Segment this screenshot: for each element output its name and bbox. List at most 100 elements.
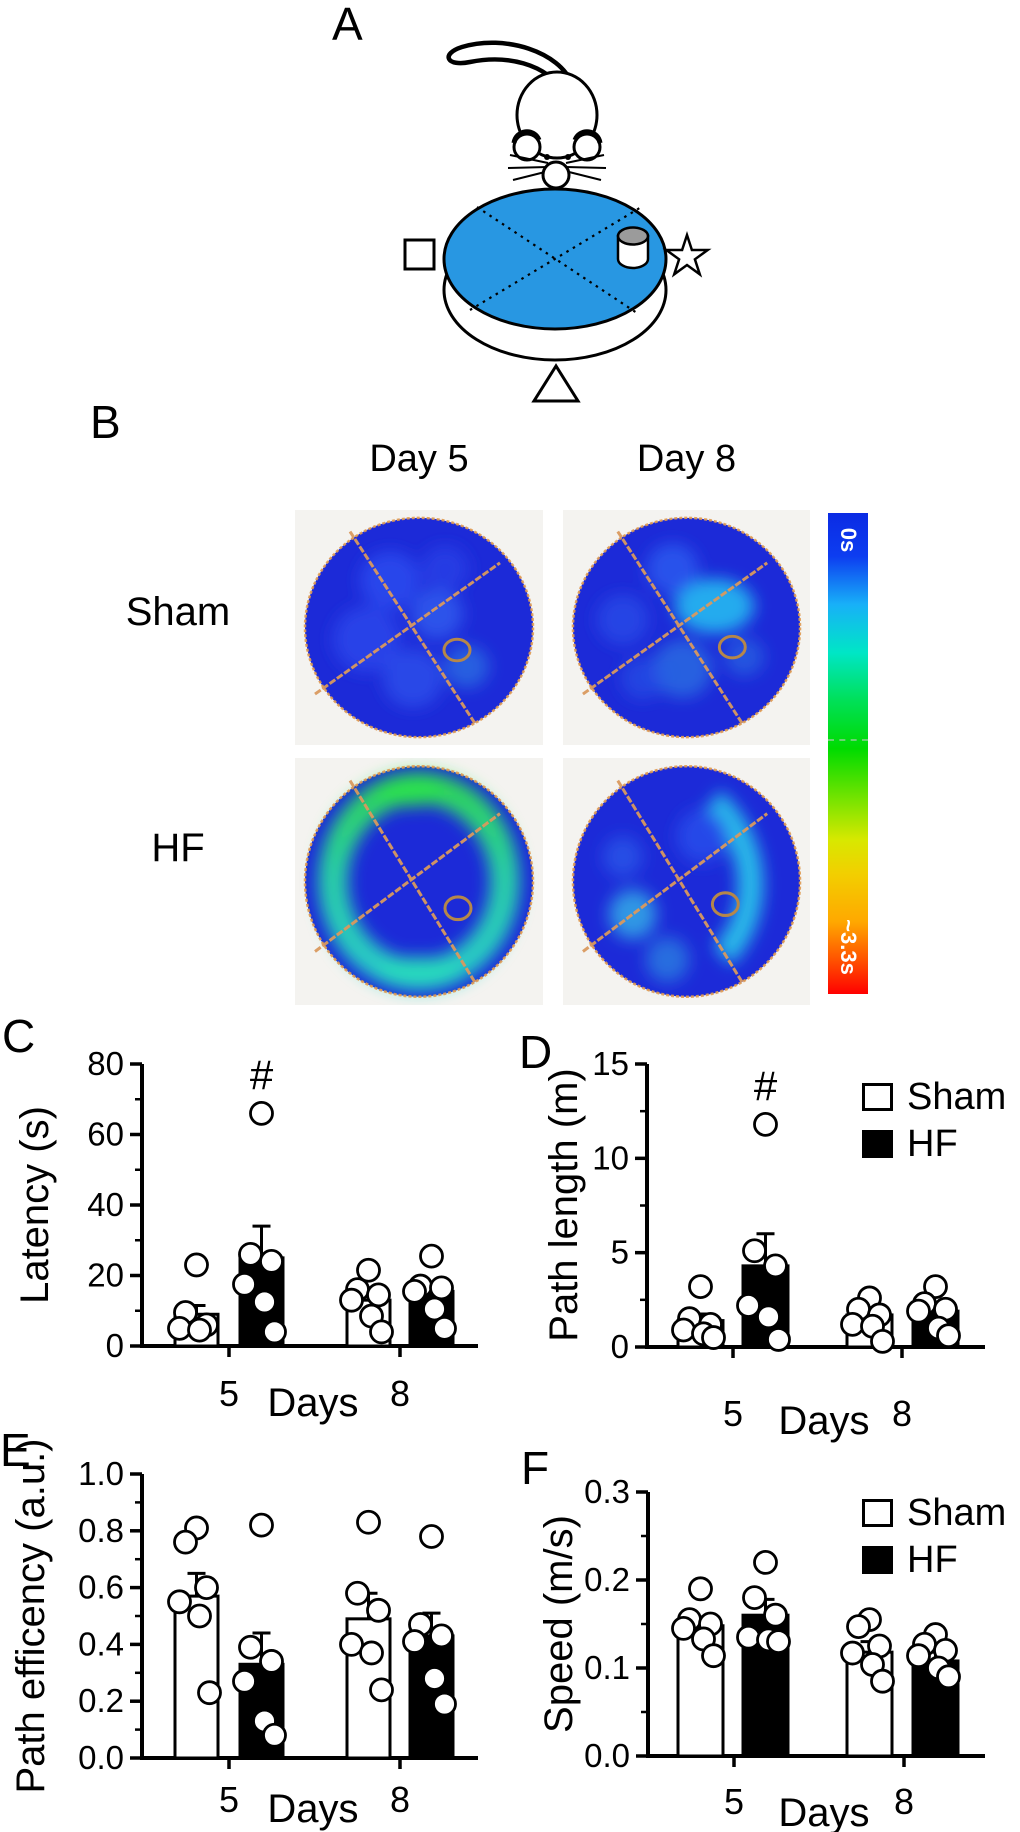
sham-swatch-icon <box>862 1499 893 1527</box>
significance-marker: # <box>250 1051 274 1098</box>
data-point <box>252 1289 277 1315</box>
sham-swatch-icon <box>862 1083 893 1111</box>
x-category-label: 5 <box>219 1373 239 1414</box>
chart-panel-f: 0.0 0.1 0.2 0.3 5 8 Days Speed (m/s) <box>537 1473 985 1832</box>
y-axis-title: Speed (m/s) <box>537 1515 581 1733</box>
y-tick-label: 10 <box>592 1139 629 1176</box>
y-tick-label: 15 <box>592 1045 629 1082</box>
data-point <box>742 1238 767 1264</box>
x-category-label: 8 <box>390 1779 410 1820</box>
y-axis-title: Path efficency (a.u.) <box>9 1439 53 1794</box>
data-point <box>356 1509 381 1535</box>
data-point <box>763 1602 788 1628</box>
significance-marker: # <box>754 1062 778 1109</box>
data-point <box>936 1323 961 1349</box>
data-point <box>356 1257 381 1283</box>
x-category-label: 5 <box>723 1393 743 1434</box>
data-point <box>429 1623 454 1649</box>
x-category-label: 5 <box>724 1781 744 1822</box>
data-point <box>262 1722 287 1748</box>
legend-label: HF <box>907 1539 958 1581</box>
platform-icon <box>616 226 650 270</box>
data-point <box>671 1317 696 1343</box>
y-axis-title: Path length (m) <box>542 1068 586 1341</box>
chart-panel-c: 0 20 40 60 80 5 8 Days Latency (s) # <box>13 1045 478 1425</box>
data-point <box>339 1287 364 1313</box>
triangle-cue-icon <box>531 363 581 403</box>
data-point <box>184 1252 209 1278</box>
y-tick-label: 0.4 <box>78 1625 124 1662</box>
data-point <box>766 1629 791 1654</box>
row-label-hf: HF <box>151 826 205 870</box>
data-point <box>369 1319 394 1345</box>
data-point <box>262 1319 287 1345</box>
data-point <box>402 1278 427 1304</box>
y-tick-label: 0.1 <box>584 1649 630 1686</box>
data-point <box>432 1691 457 1717</box>
data-point <box>701 1643 726 1669</box>
heatmap-sham-day5 <box>295 510 543 745</box>
y-tick-label: 1.0 <box>78 1455 124 1492</box>
data-point <box>366 1597 391 1623</box>
data-point <box>870 1668 895 1694</box>
heatmap-hf-day5 <box>295 758 543 1005</box>
legend-panel-d: Sham HF <box>862 1078 1006 1163</box>
quadrant-lines <box>469 205 644 314</box>
y-tick-label: 0 <box>611 1328 629 1365</box>
data-point <box>359 1640 384 1666</box>
panel-c-label: C <box>2 1010 36 1062</box>
data-point <box>429 1275 454 1301</box>
chart-panel-d: 0 5 10 15 5 8 Days Path length (m) # <box>542 1045 985 1443</box>
data-point <box>763 1253 788 1279</box>
legend-label: HF <box>907 1123 958 1165</box>
data-point <box>249 1100 274 1126</box>
data-point <box>197 1680 222 1706</box>
legend-item-hf: HF <box>862 1541 1006 1579</box>
legend-panel-f: Sham HF <box>862 1494 1006 1579</box>
data-point <box>906 1298 931 1324</box>
data-point <box>232 1668 257 1694</box>
y-tick-label: 20 <box>87 1257 124 1294</box>
legend-item-sham: Sham <box>862 1078 1006 1116</box>
data-point <box>753 1550 778 1575</box>
data-point <box>840 1311 865 1337</box>
data-point <box>846 1614 871 1640</box>
data-point <box>736 1624 761 1650</box>
x-axis-title: Days <box>267 1787 358 1831</box>
star-cue-icon <box>662 230 712 278</box>
data-point <box>419 1243 444 1269</box>
colorbar-mid-mark <box>828 739 868 742</box>
data-point <box>422 1296 447 1322</box>
y-tick-label: 0.3 <box>584 1473 630 1510</box>
pool <box>442 187 668 362</box>
data-point <box>840 1640 865 1666</box>
data-point <box>194 1575 219 1600</box>
legend-item-sham: Sham <box>862 1494 1006 1532</box>
y-tick-label: 40 <box>87 1186 124 1223</box>
legend-label: Sham <box>907 1076 1007 1118</box>
row-label-sham: Sham <box>125 590 231 634</box>
data-point <box>742 1585 767 1610</box>
data-point <box>688 1576 713 1602</box>
data-point <box>906 1643 931 1669</box>
hf-swatch-icon <box>862 1546 893 1574</box>
data-point <box>369 1677 394 1703</box>
data-point <box>366 1282 391 1308</box>
y-tick-label: 0.0 <box>584 1737 630 1774</box>
colorbar: 0s ~3.3s <box>828 513 868 994</box>
y-tick-label: 80 <box>87 1045 124 1082</box>
data-point <box>419 1524 444 1549</box>
panel-e-label: E <box>0 1424 31 1476</box>
data-point <box>688 1274 713 1300</box>
data-point <box>402 1629 427 1654</box>
data-point <box>238 1634 263 1660</box>
column-header-day5: Day 5 <box>369 438 469 480</box>
heatmap-sham-day8 <box>563 510 810 745</box>
data-point <box>259 1649 284 1674</box>
data-point <box>259 1249 284 1274</box>
data-point <box>238 1241 263 1267</box>
hf-swatch-icon <box>862 1130 893 1158</box>
y-tick-label: 0.0 <box>78 1739 124 1776</box>
chart-panel-e: 0.0 0.2 0.4 0.6 0.8 1.0 5 8 Days Path efficency (… <box>9 1439 478 1831</box>
